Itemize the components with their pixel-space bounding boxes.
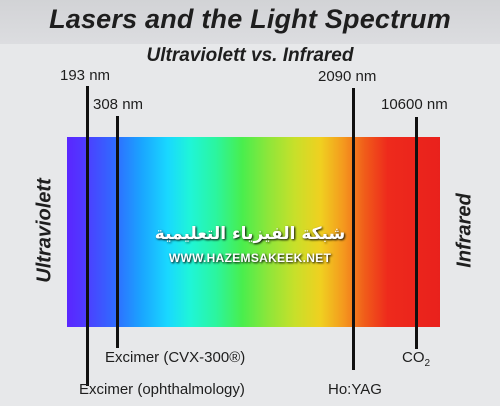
line-308nm: [116, 116, 119, 348]
label-co2-base: CO: [402, 349, 425, 366]
subtitle: Ultraviolett vs. Infrared: [146, 45, 354, 66]
title: Lasers and the Light Spectrum: [49, 4, 451, 34]
label-excimer-cvx: Excimer (CVX-300®): [105, 349, 246, 366]
label-co2: CO2: [402, 349, 430, 369]
title-band: [0, 0, 500, 44]
line-10600nm: [415, 117, 418, 349]
line-193nm: [86, 86, 89, 386]
label-308nm: 308 nm: [93, 96, 144, 113]
watermark-url: WWW.HAZEMSAKEEK.NET: [168, 251, 332, 265]
line-2090nm: [352, 88, 355, 370]
label-10600nm: 10600 nm: [381, 96, 448, 113]
label-193nm: 193 nm: [60, 67, 111, 84]
spectrum-bar: [67, 137, 440, 327]
label-ho-yag: Ho:YAG: [328, 381, 382, 398]
label-excimer-ophthalmology: Excimer (ophthalmology): [79, 381, 245, 398]
label-2090nm: 2090 nm: [318, 68, 377, 85]
label-co2-subscript: 2: [424, 358, 431, 369]
watermark-arabic-text: شبكة الفيزياء التعليمية: [154, 224, 346, 244]
